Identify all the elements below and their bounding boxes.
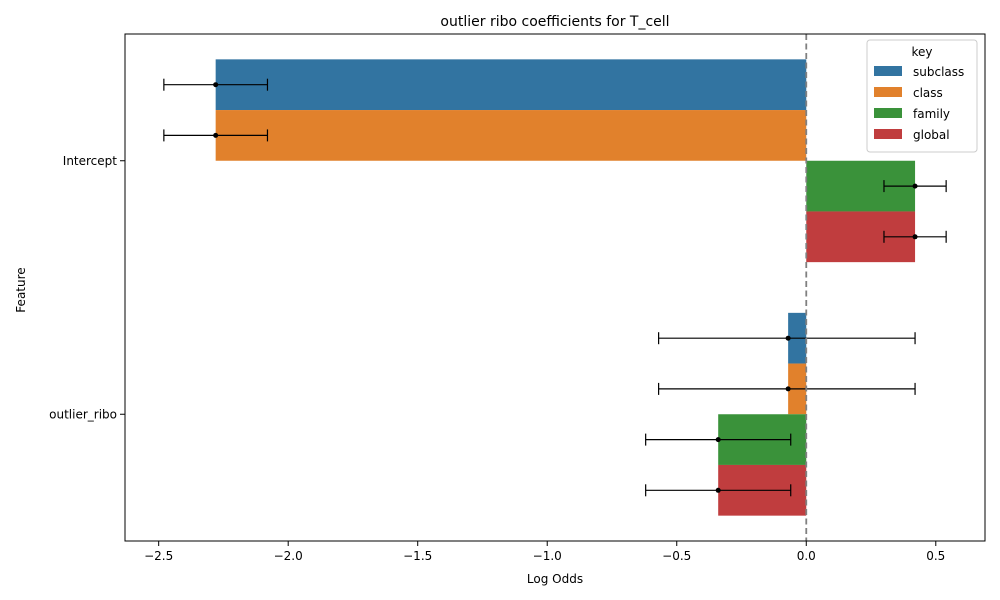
- error-bar-global-Intercept: [883, 230, 947, 243]
- legend-swatch-class: [874, 87, 902, 97]
- error-bar-class-outlier_ribo: [658, 382, 916, 395]
- legend-title: key: [911, 45, 932, 59]
- error-bar-subclass-outlier_ribo: [658, 332, 916, 345]
- legend-label-subclass: subclass: [913, 65, 964, 79]
- plot-area: −2.5 −2.0 −1.5 −1.0 −0.5 0.0 0.5 Intercept outli…: [49, 33, 986, 563]
- error-bar-subclass-Intercept: [163, 78, 269, 91]
- error-bar-class-Intercept: [163, 129, 269, 142]
- error-bar-family-outlier_ribo: [645, 433, 792, 446]
- point-class-outlier_ribo: [785, 386, 791, 392]
- x-tick-label: −2.5: [144, 549, 173, 563]
- y-tick-label: Intercept: [63, 154, 118, 168]
- point-family-Intercept: [912, 183, 918, 189]
- chart-title: outlier ribo coefficients for T_cell: [440, 14, 669, 30]
- legend-label-class: class: [913, 86, 943, 100]
- y-tick-label: outlier_ribo: [49, 407, 117, 421]
- error-bar-global-outlier_ribo: [645, 484, 792, 497]
- legend-swatch-global: [874, 129, 902, 139]
- legend-label-global: global: [913, 128, 950, 142]
- axes-frame: [124, 33, 986, 542]
- point-global-Intercept: [912, 234, 918, 240]
- x-tick-label: −1.0: [533, 549, 562, 563]
- point-subclass-outlier_ribo: [785, 335, 791, 341]
- legend: key subclass class family global: [866, 39, 978, 153]
- x-tick-label: −2.0: [274, 549, 303, 563]
- point-class-Intercept: [213, 132, 219, 138]
- x-tick-label: 0.0: [797, 549, 816, 563]
- legend-swatch-subclass: [874, 66, 902, 76]
- x-tick-label: 0.5: [926, 549, 945, 563]
- point-family-outlier_ribo: [715, 437, 721, 443]
- bar-class-Intercept: [215, 110, 807, 161]
- legend-label-family: family: [913, 107, 950, 121]
- y-axis-label: Feature: [14, 267, 28, 312]
- bar-subclass-Intercept: [215, 59, 807, 111]
- point-global-outlier_ribo: [715, 487, 721, 493]
- x-tick-label: −1.5: [403, 549, 432, 563]
- error-bar-family-Intercept: [883, 180, 947, 193]
- x-tick-label: −0.5: [662, 549, 691, 563]
- legend-swatch-family: [874, 108, 902, 118]
- x-axis-label: Log Odds: [527, 572, 583, 586]
- point-subclass-Intercept: [213, 82, 219, 88]
